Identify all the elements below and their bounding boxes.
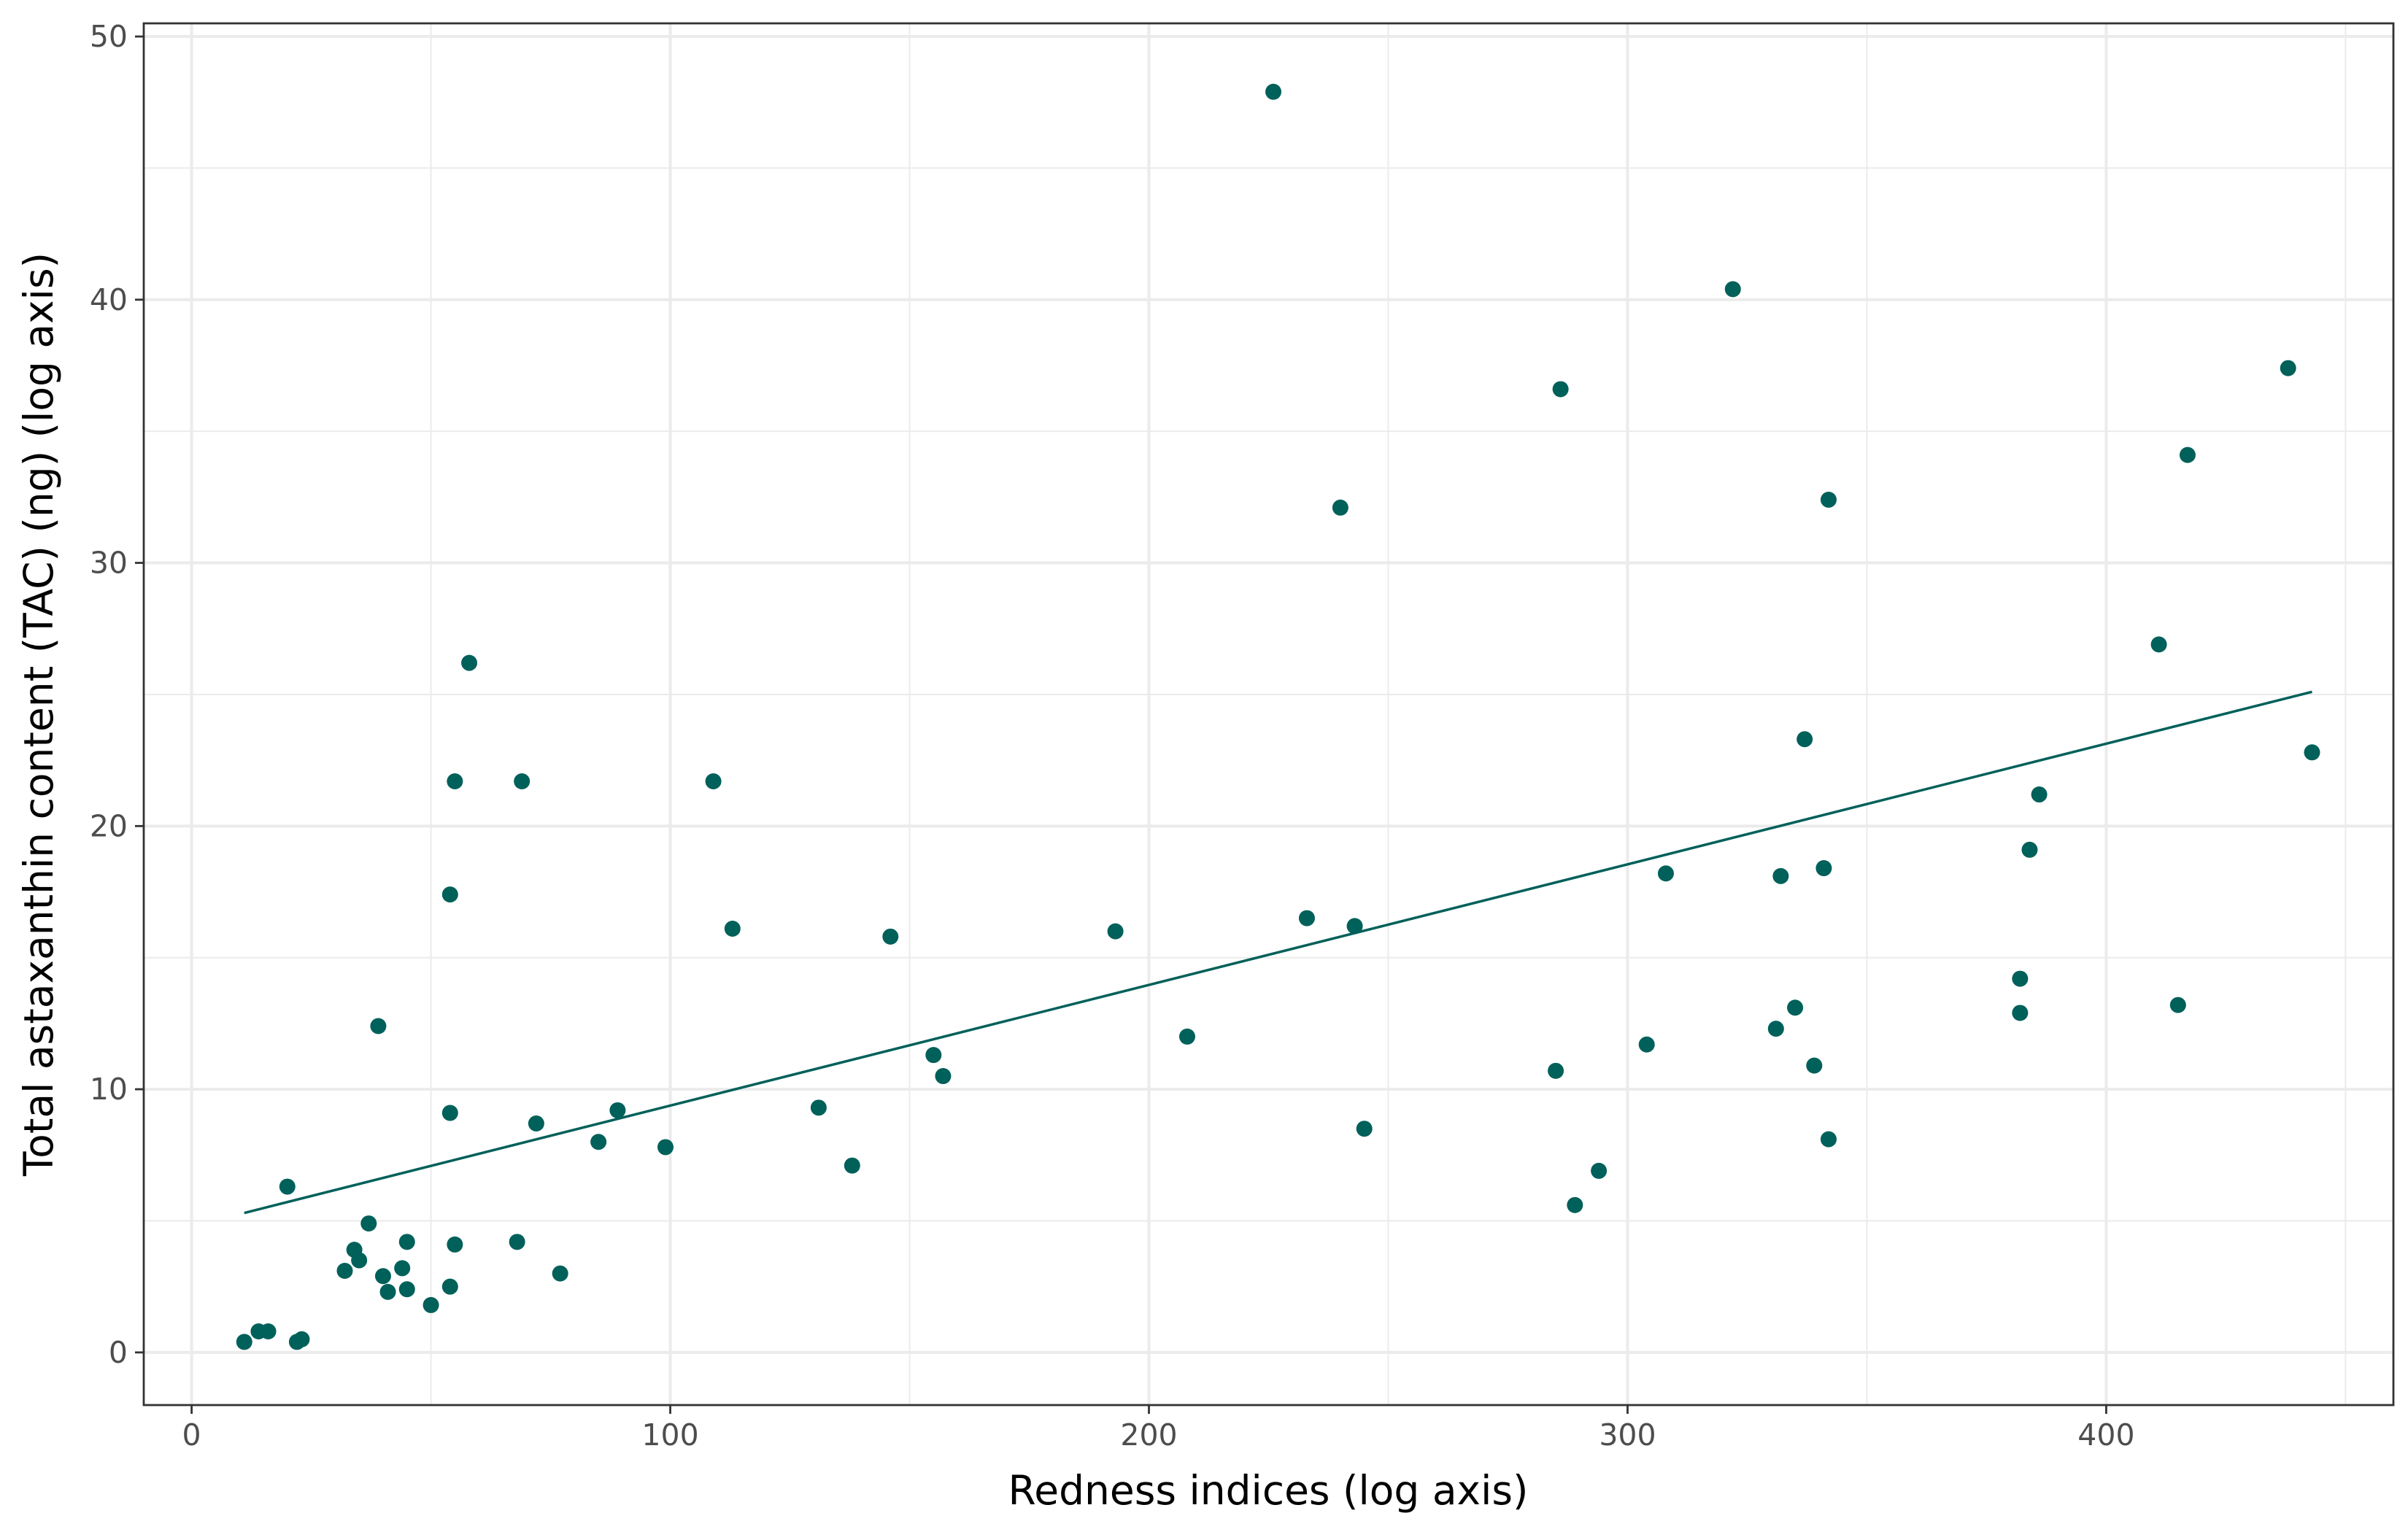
y-tick-label: 0 bbox=[109, 1335, 128, 1370]
data-point bbox=[552, 1265, 568, 1282]
data-point bbox=[1591, 1162, 1608, 1179]
plot-border bbox=[142, 22, 2395, 1407]
data-point bbox=[1548, 1062, 1564, 1079]
data-point bbox=[447, 773, 463, 789]
data-point bbox=[2179, 446, 2196, 463]
data-point bbox=[360, 1215, 377, 1232]
data-point bbox=[1724, 281, 1741, 298]
data-point bbox=[441, 1104, 458, 1121]
x-tick-label: 200 bbox=[1120, 1417, 1177, 1452]
regression-line bbox=[244, 690, 2312, 1215]
data-point bbox=[236, 1334, 252, 1350]
data-point bbox=[2031, 786, 2048, 803]
data-point bbox=[514, 773, 530, 789]
data-point bbox=[925, 1047, 942, 1064]
data-point bbox=[2012, 1005, 2029, 1021]
data-point bbox=[351, 1252, 368, 1269]
data-point bbox=[1820, 1131, 1837, 1148]
data-point bbox=[1346, 918, 1363, 935]
data-point bbox=[1107, 923, 1124, 940]
data-point bbox=[461, 654, 478, 671]
data-point bbox=[1298, 910, 1315, 926]
data-point bbox=[844, 1157, 860, 1174]
data-point bbox=[279, 1178, 296, 1195]
data-point bbox=[935, 1068, 952, 1085]
data-point bbox=[1767, 1021, 1784, 1037]
x-axis-title: Redness indices (log axis) bbox=[1008, 1467, 1529, 1514]
data-point bbox=[705, 773, 722, 789]
data-point bbox=[422, 1296, 439, 1313]
data-point bbox=[374, 1268, 391, 1285]
data-point bbox=[609, 1102, 626, 1118]
data-point bbox=[398, 1281, 415, 1298]
data-point bbox=[441, 886, 458, 903]
y-tick-label: 20 bbox=[90, 808, 128, 843]
data-point bbox=[1356, 1121, 1373, 1137]
data-point bbox=[509, 1234, 525, 1250]
x-tick-label: 400 bbox=[2077, 1417, 2134, 1452]
data-point bbox=[1265, 83, 1282, 100]
data-point bbox=[657, 1139, 674, 1156]
major-gridlines bbox=[144, 23, 2393, 1405]
x-tick-label: 100 bbox=[641, 1417, 698, 1452]
data-point bbox=[2280, 360, 2296, 376]
data-point bbox=[724, 921, 741, 937]
data-point bbox=[810, 1099, 827, 1116]
y-axis-title: Total astaxanthin content (TAC) (ng) (lo… bbox=[15, 252, 62, 1177]
plot-panel bbox=[144, 23, 2393, 1405]
data-point bbox=[293, 1331, 310, 1347]
y-tick-label: 40 bbox=[90, 282, 128, 317]
data-point bbox=[2012, 970, 2029, 987]
data-point bbox=[379, 1283, 396, 1300]
data-point bbox=[441, 1278, 458, 1295]
y-tick-label: 50 bbox=[90, 19, 128, 54]
data-point bbox=[1787, 999, 1804, 1016]
data-point bbox=[336, 1263, 353, 1280]
data-point bbox=[1820, 491, 1837, 508]
y-tick-label: 30 bbox=[90, 546, 128, 581]
data-point bbox=[260, 1323, 277, 1339]
data-point bbox=[1772, 867, 1789, 884]
data-point bbox=[590, 1134, 607, 1150]
data-point bbox=[2021, 841, 2038, 858]
data-point bbox=[1657, 865, 1674, 882]
y-tick-label: 10 bbox=[90, 1072, 128, 1107]
data-point bbox=[1567, 1196, 1583, 1213]
data-point bbox=[528, 1115, 544, 1131]
x-axis: 0 100 200 300 400 bbox=[182, 1405, 2135, 1452]
data-point bbox=[1797, 731, 1813, 748]
regression-line-layer bbox=[244, 690, 2312, 1215]
data-point bbox=[447, 1236, 463, 1253]
data-point bbox=[370, 1018, 387, 1034]
data-point bbox=[882, 928, 899, 945]
data-point bbox=[1806, 1057, 1823, 1074]
data-point bbox=[1815, 860, 1832, 877]
minor-gridlines bbox=[144, 23, 2393, 1405]
data-point bbox=[1552, 381, 1569, 398]
data-points-layer bbox=[236, 83, 2320, 1350]
x-tick-label: 300 bbox=[1599, 1417, 1656, 1452]
data-point bbox=[1178, 1028, 1195, 1045]
data-point bbox=[1638, 1036, 1655, 1053]
data-point bbox=[1332, 499, 1348, 516]
y-axis: 0 10 20 30 40 50 bbox=[90, 19, 144, 1370]
data-point bbox=[394, 1260, 411, 1277]
data-point bbox=[2150, 636, 2167, 653]
x-tick-label: 0 bbox=[182, 1417, 201, 1452]
data-point bbox=[2304, 744, 2320, 761]
data-point bbox=[398, 1234, 415, 1250]
data-point bbox=[2169, 997, 2186, 1013]
